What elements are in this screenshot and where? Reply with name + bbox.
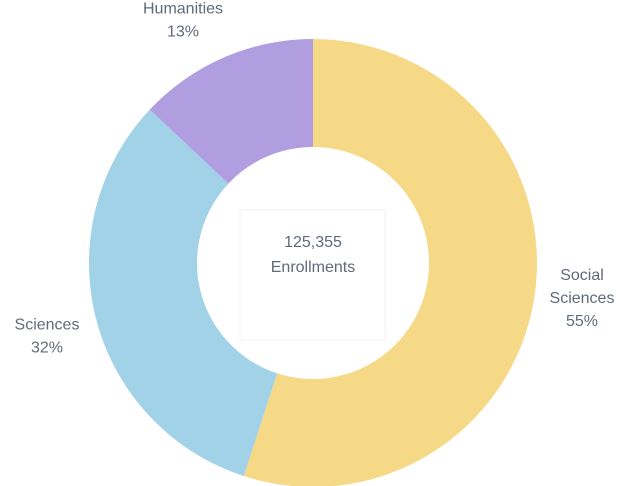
slice-name-label: Humanities xyxy=(143,1,223,18)
slice-labels: Social Sciences 55% Sciences 32% Humanities 13… xyxy=(15,1,615,357)
center-box xyxy=(239,209,386,341)
slice-humanities[interactable] xyxy=(149,39,313,184)
slice-value-label: 55% xyxy=(566,313,598,330)
slice-name-label: Sciences xyxy=(550,290,615,307)
slice-value-label: 32% xyxy=(31,340,63,357)
slice-name-label: Social xyxy=(560,267,604,284)
slice-social-sciences[interactable] xyxy=(243,39,537,486)
slice-value-label: 13% xyxy=(167,24,199,41)
center-label: Enrollments xyxy=(271,259,355,276)
slice-sciences[interactable] xyxy=(88,109,278,477)
center-total: 125,355 xyxy=(284,234,342,251)
slice-name-label: Sciences xyxy=(15,317,80,334)
donut-slices xyxy=(88,39,537,486)
